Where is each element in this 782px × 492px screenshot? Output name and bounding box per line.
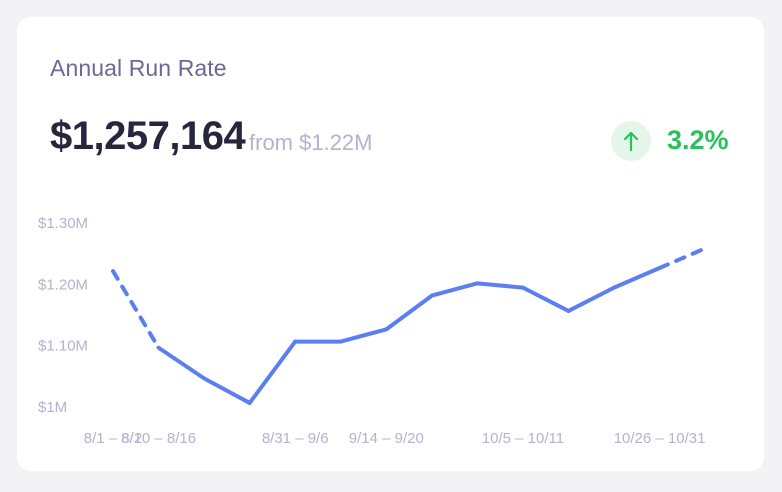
card-title: Annual Run Rate: [50, 55, 227, 81]
metric-previous: from $1.22M: [249, 130, 373, 155]
y-tick-label: $1.10M: [38, 338, 88, 355]
arrow-up-icon: [611, 121, 651, 161]
line-segment: [202, 376, 252, 405]
line-segment: [156, 345, 207, 381]
line-segment: [384, 293, 434, 332]
line-segment: [520, 285, 571, 313]
line-segment: [338, 327, 389, 344]
y-tick-label: $1M: [38, 399, 67, 416]
x-tick-label: 8/10 – 8/16: [121, 430, 196, 447]
x-tick-label: 10/5 – 10/11: [482, 430, 564, 447]
line-segment: [247, 339, 298, 405]
line-segment: [612, 266, 662, 290]
x-tick-label: 8/31 – 9/6: [262, 430, 329, 447]
y-tick-label: $1.20M: [38, 276, 88, 293]
x-tick-label: 9/14 – 9/20: [349, 430, 424, 447]
x-tick-label: 10/26 – 10/31: [614, 430, 706, 447]
line-segment: [566, 285, 617, 313]
y-tick-label: $1.30M: [38, 215, 88, 232]
line-segment-dashed: [111, 269, 161, 350]
delta-percent: 3.2%: [667, 125, 729, 155]
x-tick-label: 8/1 – 8/2: [84, 430, 142, 447]
line-segment: [429, 281, 480, 298]
line-segment-dashed: [657, 246, 708, 270]
metric-value: $1,257,164: [50, 114, 246, 158]
run-rate-card: Annual Run Rate $1,257,164 from $1.22M 3…: [17, 17, 764, 471]
line-segment: [475, 281, 525, 290]
